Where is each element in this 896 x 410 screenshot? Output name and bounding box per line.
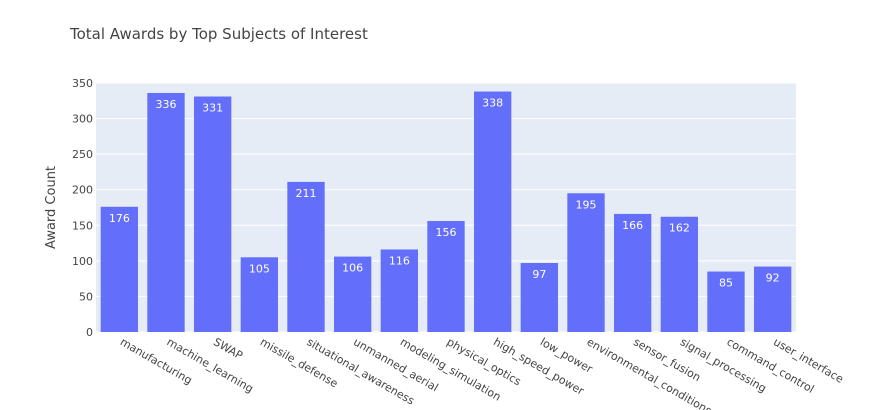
bar-value-label: 166 (622, 219, 643, 232)
y-tick-label: 50 (79, 290, 93, 303)
bar-value-label: 331 (202, 102, 223, 115)
bar-user_interface[interactable] (754, 266, 792, 332)
y-axis-label: Award Count (44, 166, 59, 249)
bar-sensor_fusion[interactable] (614, 213, 652, 332)
y-tick-label: 250 (72, 148, 93, 161)
x-tick-label: missile_defense (258, 335, 340, 390)
bar-missile_defense[interactable] (240, 257, 278, 332)
bar-value-label: 116 (389, 254, 410, 267)
bar-manufacturing[interactable] (100, 206, 138, 332)
bars: 176 336 331 105 211 106 116 156 338 97 195 166 162 85… (100, 91, 792, 333)
bar-value-label: 106 (342, 262, 363, 275)
bar-value-label: 195 (576, 198, 597, 211)
bar-modeling_simulation[interactable] (380, 249, 418, 332)
bar-physical_optics[interactable] (427, 221, 465, 332)
bar-unmanned_aerial[interactable] (334, 256, 372, 332)
y-tick-label: 200 (72, 184, 93, 197)
bar-value-label: 105 (249, 262, 270, 275)
bar-value-label: 92 (766, 272, 780, 285)
bar-value-label: 336 (156, 98, 177, 111)
bar-value-label: 85 (719, 277, 733, 290)
bar-situational_awareness[interactable] (287, 181, 325, 332)
y-tick-label: 300 (72, 113, 93, 126)
y-tick-label: 150 (72, 219, 93, 232)
bar-signal_processing[interactable] (660, 216, 698, 332)
bar-high_speed_power[interactable] (474, 91, 512, 332)
bar-value-label: 162 (669, 222, 690, 235)
bar-command_control[interactable] (707, 271, 745, 332)
y-axis-ticks: 0 50 100 150 200 250 300 350 (72, 77, 93, 339)
bar-environmental_conditions[interactable] (567, 193, 605, 332)
bar-value-label: 176 (109, 212, 130, 225)
y-tick-label: 100 (72, 255, 93, 268)
y-tick-label: 0 (86, 326, 93, 339)
x-tick-label: SWAP (211, 335, 245, 362)
bar-value-label: 211 (296, 187, 317, 200)
chart-title: Total Awards by Top Subjects of Interest (69, 25, 368, 43)
bar-machine_learning[interactable] (147, 92, 185, 333)
bar-value-label: 97 (532, 268, 546, 281)
y-tick-label: 350 (72, 77, 93, 90)
bar-value-label: 338 (482, 97, 503, 110)
bar-value-label: 156 (436, 226, 457, 239)
bar-SWAP[interactable] (194, 96, 232, 332)
bar-low_power[interactable] (520, 262, 558, 332)
